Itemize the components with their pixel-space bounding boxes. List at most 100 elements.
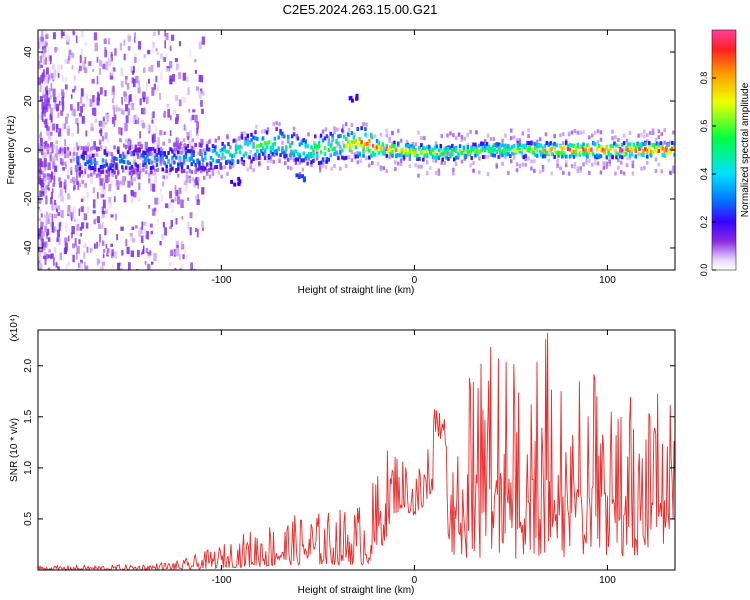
spectrogram-noise-cell xyxy=(46,67,49,75)
spectrogram-noise-cell xyxy=(188,130,192,138)
spectrogram-noise-cell xyxy=(188,108,191,113)
figure-title: C2E5.2024.263.15.00.G21 xyxy=(283,2,438,17)
spectrogram-haze-cell xyxy=(617,165,620,170)
spectrogram-ridge-cell xyxy=(370,153,373,158)
spectrogram-ridge-cell xyxy=(252,144,255,149)
spectrogram-ridge-cell xyxy=(279,128,282,133)
spectrogram-ridge-cell xyxy=(240,134,244,139)
spectrogram-haze-cell xyxy=(637,133,640,138)
spectrogram-haze-cell xyxy=(211,171,215,176)
spectrogram-haze-cell xyxy=(38,164,41,169)
spectrogram-noise-cell xyxy=(123,53,126,61)
spectrogram-noise-cell xyxy=(152,183,156,192)
spectrogram-haze-cell xyxy=(69,166,73,171)
spectrogram-haze-cell xyxy=(142,160,145,165)
spectrogram-haze-cell xyxy=(272,159,275,164)
spectrogram-ridge-cell xyxy=(265,130,269,135)
spectrogram-haze-cell xyxy=(72,157,76,162)
spectrogram-ytick-label: 20 xyxy=(23,95,34,107)
spectrogram-haze-cell xyxy=(460,137,464,142)
spectrogram-ridge-cell xyxy=(624,151,628,156)
spectrogram-haze-cell xyxy=(307,132,310,137)
spectrogram-haze-cell xyxy=(521,131,524,136)
spectrogram-haze-cell xyxy=(356,160,359,165)
spectrogram-ridge-cell xyxy=(304,139,307,144)
spectrogram-ridge-cell xyxy=(584,148,587,153)
spectrogram-noise-cell xyxy=(127,180,131,188)
spectrogram-noise-cell xyxy=(93,141,96,150)
spectrogram-haze-cell xyxy=(585,160,588,165)
spectrogram-noise-cell xyxy=(53,96,57,103)
spectrogram-haze-cell xyxy=(599,170,603,175)
spectrogram-noise-cell xyxy=(49,95,52,100)
spectrogram-haze-cell xyxy=(145,165,148,169)
spectrogram-ridge-cell xyxy=(290,134,294,139)
spectrogram-ridge-cell xyxy=(121,165,124,170)
spectrogram-ridge-cell xyxy=(344,144,348,149)
spectrogram-noise-cell xyxy=(48,131,52,141)
spectrogram-haze-cell xyxy=(576,130,580,135)
spectrogram-haze-cell xyxy=(582,162,585,167)
spectrogram-haze-cell xyxy=(49,157,53,162)
spectrogram-noise-cell xyxy=(81,103,86,108)
spectrogram-ridge-cell xyxy=(219,165,222,170)
spectrogram-noise-cell xyxy=(38,170,43,174)
spectrogram-ridge-cell xyxy=(146,148,149,153)
spectrogram-noise-cell xyxy=(134,32,136,38)
spectrogram-haze-cell xyxy=(614,171,617,176)
spectrogram-haze-cell xyxy=(596,129,600,134)
spectrogram-haze-cell xyxy=(211,168,215,173)
spectrogram-haze-cell xyxy=(382,146,386,151)
spectrogram-haze-cell xyxy=(243,130,247,135)
spectrogram-ridge-cell xyxy=(306,161,309,166)
spectrogram-haze-cell xyxy=(599,130,603,135)
spectrogram-haze-cell xyxy=(466,142,469,147)
spectrogram-noise-cell xyxy=(39,131,42,137)
spectrogram-noise-cell xyxy=(114,196,116,203)
spectrogram-ridge-cell xyxy=(119,159,122,164)
spectrogram-noise-cell xyxy=(39,35,42,43)
spectrogram-haze-cell xyxy=(579,166,582,171)
spectrogram-haze-cell xyxy=(217,136,220,141)
spectrogram-feature-cell xyxy=(297,174,301,179)
spectrogram-noise-cell xyxy=(57,72,60,78)
spectrogram-ridge-cell xyxy=(470,145,473,150)
spectrogram-ridge-cell xyxy=(180,165,184,170)
spectrogram-ridge-cell xyxy=(240,157,244,161)
spectrogram-haze-cell xyxy=(591,162,594,167)
spectrogram-haze-cell xyxy=(38,142,41,147)
spectrogram-ridge-cell xyxy=(364,127,367,132)
spectrogram-noise-cell xyxy=(49,113,52,120)
spectrogram-ridge-cell xyxy=(186,144,190,148)
spectrogram-haze-cell xyxy=(260,129,264,134)
spectrogram-haze-cell xyxy=(69,158,73,163)
spectrogram-haze-cell xyxy=(625,163,629,168)
spectrogram-ridge-cell xyxy=(464,149,468,154)
spectrogram-ridge-cell xyxy=(373,152,377,157)
spectrogram-haze-cell xyxy=(49,152,53,156)
spectrogram-haze-cell xyxy=(510,136,513,141)
spectrogram-ridge-cell xyxy=(617,144,620,149)
spectrogram-noise-cell xyxy=(44,71,48,78)
spectrogram-ridge-cell xyxy=(304,143,307,148)
spectrogram-noise-cell xyxy=(67,205,71,212)
spectrogram-ridge-cell xyxy=(196,167,199,172)
spectrogram-haze-cell xyxy=(339,144,342,149)
spectrogram-ridge-cell xyxy=(592,152,595,157)
spectrogram-noise-cell xyxy=(119,43,122,51)
spectrogram-haze-cell xyxy=(205,141,209,146)
spectrogram-noise-cell xyxy=(178,254,181,260)
spectrogram-ridge-cell xyxy=(205,147,209,152)
spectrogram-noise-cell xyxy=(200,99,203,107)
spectrogram-ridge-cell xyxy=(209,166,213,171)
spectrogram-ridge-cell xyxy=(184,154,188,159)
spectrogram-haze-cell xyxy=(640,166,643,171)
spectrogram-ridge-cell xyxy=(157,150,161,155)
spectrogram-noise-cell xyxy=(189,227,192,236)
spectrogram-ridge-cell xyxy=(105,169,109,174)
spectrogram-noise-cell xyxy=(150,183,154,191)
spectrogram-noise-cell xyxy=(155,48,158,52)
spectrogram-noise-cell xyxy=(94,42,98,52)
spectrogram-ridge-cell xyxy=(279,153,282,158)
spectrogram-haze-cell xyxy=(362,122,365,127)
